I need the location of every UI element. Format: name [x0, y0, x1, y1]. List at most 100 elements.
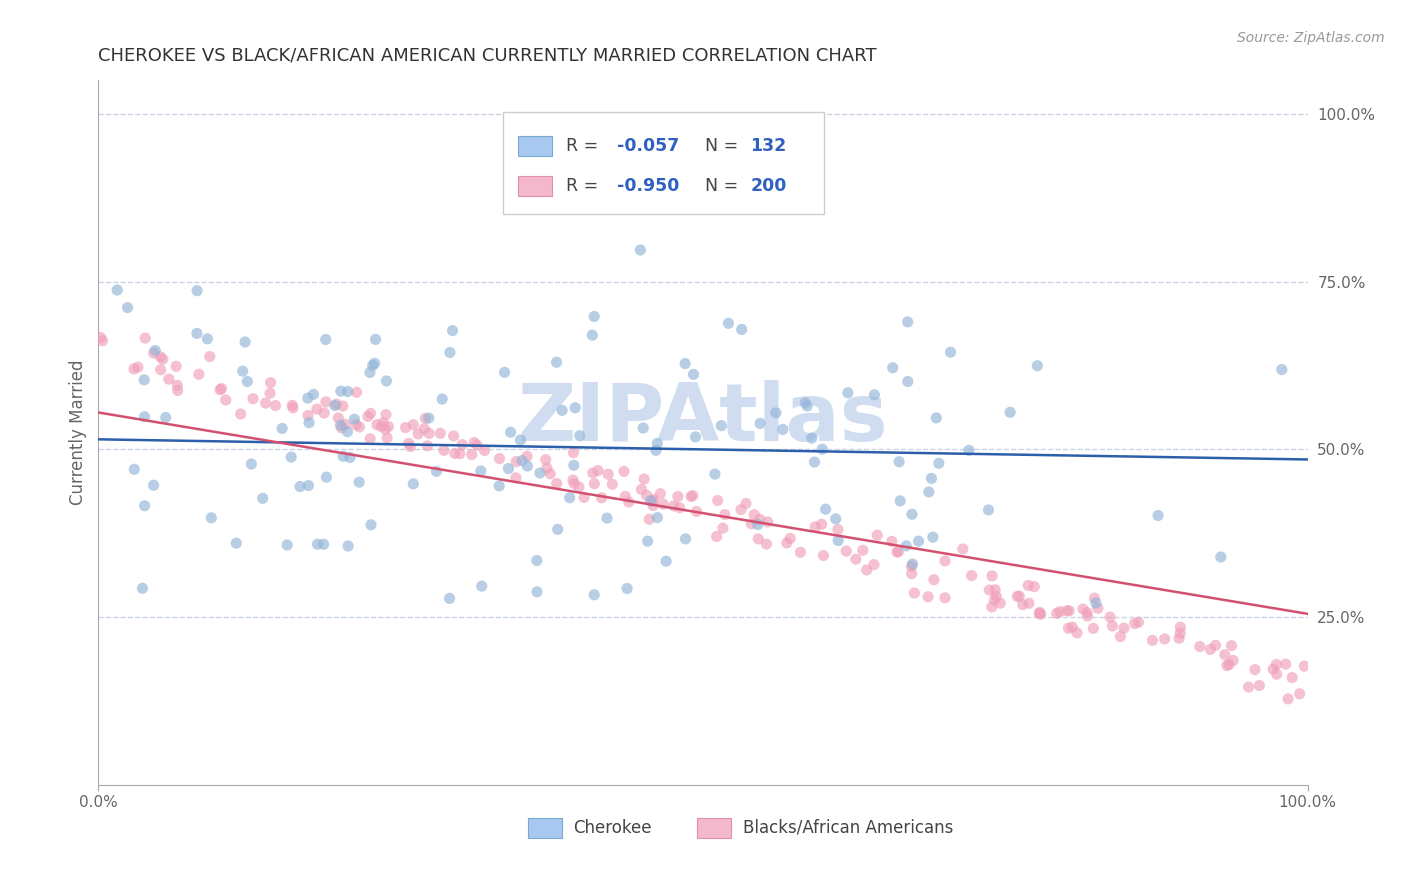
Point: [429, 426, 451, 441]
Point: [155, 410, 177, 425]
Point: [198, 350, 221, 364]
Point: [375, 374, 398, 388]
Point: [983, 593, 1005, 607]
Point: [323, 399, 346, 413]
Point: [730, 502, 752, 516]
Point: [314, 406, 336, 420]
Point: [505, 471, 527, 485]
Point: [598, 467, 620, 482]
Point: [297, 409, 319, 423]
FancyBboxPatch shape: [697, 818, 731, 838]
Point: [271, 421, 294, 435]
Point: [298, 416, 321, 430]
Point: [641, 494, 664, 508]
Point: [1294, 659, 1316, 673]
Point: [470, 464, 492, 478]
Point: [637, 534, 659, 549]
Text: N =: N =: [706, 177, 744, 195]
Point: [772, 422, 794, 436]
Point: [325, 397, 347, 411]
Point: [360, 517, 382, 532]
Point: [562, 473, 585, 487]
Point: [315, 470, 337, 484]
Point: [363, 356, 385, 370]
Point: [747, 532, 769, 546]
Text: R =: R =: [567, 136, 605, 155]
Point: [939, 345, 962, 359]
Point: [922, 573, 945, 587]
Point: [488, 479, 510, 493]
Point: [711, 521, 734, 535]
Point: [374, 422, 396, 436]
Point: [1076, 606, 1098, 620]
FancyBboxPatch shape: [527, 818, 561, 838]
Point: [824, 512, 846, 526]
Point: [903, 586, 925, 600]
Point: [710, 418, 733, 433]
Point: [562, 445, 585, 459]
Point: [122, 462, 145, 476]
Point: [1029, 605, 1052, 619]
Point: [755, 537, 778, 551]
Point: [546, 476, 568, 491]
Point: [600, 477, 623, 491]
Point: [863, 388, 886, 402]
Point: [225, 536, 247, 550]
Point: [402, 476, 425, 491]
Point: [443, 429, 465, 443]
Point: [166, 384, 188, 398]
Point: [366, 417, 388, 432]
Point: [1222, 653, 1244, 667]
Point: [1220, 639, 1243, 653]
Point: [650, 486, 672, 500]
Point: [638, 512, 661, 526]
Point: [1216, 658, 1239, 673]
Point: [1168, 632, 1191, 646]
Point: [979, 582, 1001, 597]
Point: [415, 411, 437, 425]
Point: [960, 568, 983, 582]
Point: [1281, 671, 1303, 685]
Point: [343, 412, 366, 426]
Point: [901, 557, 924, 571]
Point: [1168, 626, 1191, 640]
Point: [998, 405, 1021, 419]
Point: [276, 538, 298, 552]
Point: [1011, 598, 1033, 612]
Point: [748, 512, 770, 526]
Point: [509, 433, 531, 447]
Point: [643, 499, 665, 513]
Text: -0.057: -0.057: [617, 136, 679, 155]
Point: [1049, 605, 1071, 619]
Point: [232, 364, 254, 378]
Point: [242, 392, 264, 406]
Point: [89, 330, 111, 344]
Point: [1112, 621, 1135, 635]
Point: [413, 422, 436, 436]
Point: [240, 457, 263, 471]
Point: [347, 475, 370, 490]
Point: [461, 448, 484, 462]
Point: [229, 407, 252, 421]
Point: [375, 431, 398, 445]
Point: [134, 331, 156, 345]
Point: [934, 554, 956, 568]
Point: [562, 458, 585, 473]
Point: [562, 476, 585, 491]
Point: [529, 466, 551, 480]
Point: [394, 420, 416, 434]
Point: [1153, 632, 1175, 646]
Point: [617, 495, 640, 509]
Point: [647, 510, 669, 524]
Text: CHEROKEE VS BLACK/AFRICAN AMERICAN CURRENTLY MARRIED CORRELATION CHART: CHEROKEE VS BLACK/AFRICAN AMERICAN CURRE…: [98, 47, 877, 65]
Point: [1205, 638, 1227, 652]
Point: [117, 301, 139, 315]
Point: [1263, 662, 1285, 676]
Point: [880, 534, 903, 549]
Point: [1128, 615, 1150, 630]
Point: [887, 455, 910, 469]
Point: [1265, 667, 1288, 681]
Point: [813, 549, 835, 563]
Point: [900, 566, 922, 581]
Point: [568, 480, 591, 494]
